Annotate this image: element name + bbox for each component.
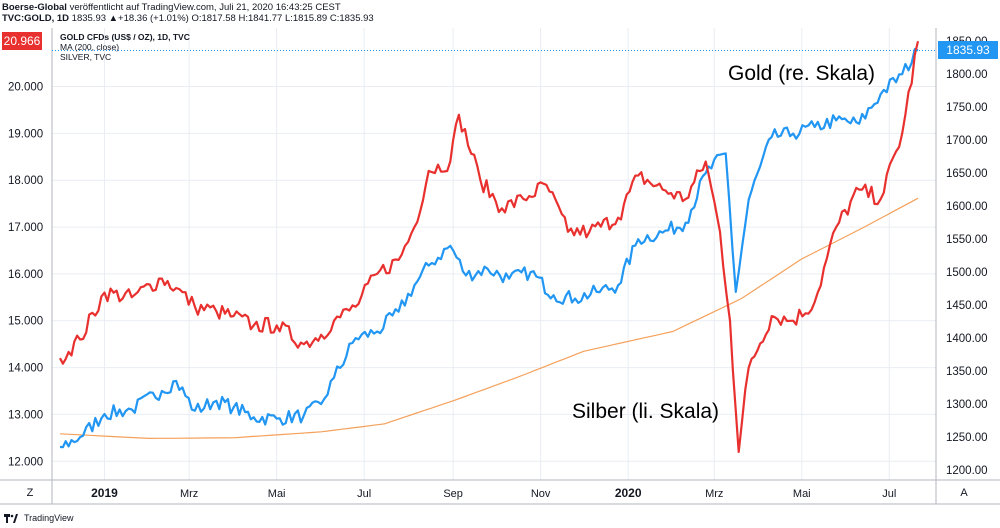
chart-header-quote: TVC:GOLD, 1D 1835.93 ▲+18.36 (+1.01%) O:…: [2, 13, 374, 24]
y-left-tick-label: 20.000: [8, 82, 43, 94]
tradingview-logo-icon: [4, 513, 20, 523]
gold-last-price-badge: 1835.93: [938, 41, 998, 60]
x-tick-label: 2019: [91, 486, 118, 500]
silver-price-line: [59, 41, 920, 453]
y-right-tick-label: 1550.00: [946, 234, 988, 246]
x-tick-label: Mai: [268, 488, 286, 500]
series-layer: [52, 41, 936, 453]
legend-ma[interactable]: MA (200, close): [60, 42, 120, 52]
y-right-tick-label: 1650.00: [946, 168, 988, 180]
y-right-tick-label: 1600.00: [946, 201, 988, 213]
tradingview-brand: TradingView: [24, 513, 74, 523]
legend-main[interactable]: GOLD CFDs (US$ / OZ), 1D, TVC: [60, 32, 190, 42]
y-right-tick-label: 1200.00: [946, 465, 988, 477]
y-right-tick-label: 1400.00: [946, 333, 988, 345]
y-left-tick-label: 19.000: [8, 128, 43, 140]
y-right-tick-label: 1800.00: [946, 69, 988, 81]
y-right-tick-label: 1450.00: [946, 300, 988, 312]
tick-labels: 12.000 13.000 14.000 15.000 16.000 17.000 18.0…: [8, 36, 988, 500]
x-tick-label: Mrz: [705, 488, 723, 500]
y-left-tick-label: 18.000: [8, 175, 43, 187]
y-left-tick-label: 14.000: [8, 363, 43, 375]
y-left-tick-label: 16.000: [8, 269, 43, 281]
y-right-tick-label: 1500.00: [946, 267, 988, 279]
x-tick-label: Nov: [531, 488, 551, 500]
x-tick-label: Mrz: [180, 488, 198, 500]
gold-price-line: [59, 48, 919, 449]
y-right-tick-label: 1750.00: [946, 102, 988, 114]
published-text: veröffentlicht auf TradingView.com, Juli…: [69, 2, 341, 13]
x-tick-label: Sep: [443, 488, 463, 500]
gold-annotation: Gold (re. Skala): [728, 62, 876, 85]
y-right-tick-label: 1250.00: [946, 432, 988, 444]
quote-text: 1835.93 ▲+18.36 (+1.01%) O:1817.58 H:184…: [71, 13, 374, 24]
axes: [0, 28, 1000, 505]
y-left-tick-label: 17.000: [8, 222, 43, 234]
y-right-tick-label: 1300.00: [946, 399, 988, 411]
y-right-tick-label: 1350.00: [946, 366, 988, 378]
silver-last-price-badge: 20.966: [2, 32, 42, 51]
x-tick-label: 2020: [615, 486, 642, 500]
x-tick-label: Jul: [882, 488, 896, 500]
y-left-tick-label: 15.000: [8, 316, 43, 328]
ma-200-line: [59, 197, 919, 439]
publisher-name: Boerse-Global: [2, 2, 67, 13]
footer: TradingView: [4, 510, 74, 526]
legend-silver[interactable]: SILVER, TVC: [60, 52, 112, 62]
y-left-tick-label: 12.000: [8, 456, 43, 468]
x-tick-label: Mai: [793, 488, 811, 500]
silver-annotation: Silber (li. Skala): [572, 400, 720, 423]
left-scale-button[interactable]: Z: [26, 487, 34, 499]
y-left-tick-label: 13.000: [8, 409, 43, 421]
chart-header-publisher: Boerse-Global veröffentlicht auf Trading…: [2, 2, 341, 13]
grid-lines: [52, 28, 936, 480]
symbol-label: TVC:GOLD, 1D: [2, 13, 70, 24]
auto-scale-button[interactable]: A: [960, 487, 968, 499]
y-right-tick-label: 1700.00: [946, 135, 988, 147]
x-tick-label: Jul: [357, 488, 371, 500]
